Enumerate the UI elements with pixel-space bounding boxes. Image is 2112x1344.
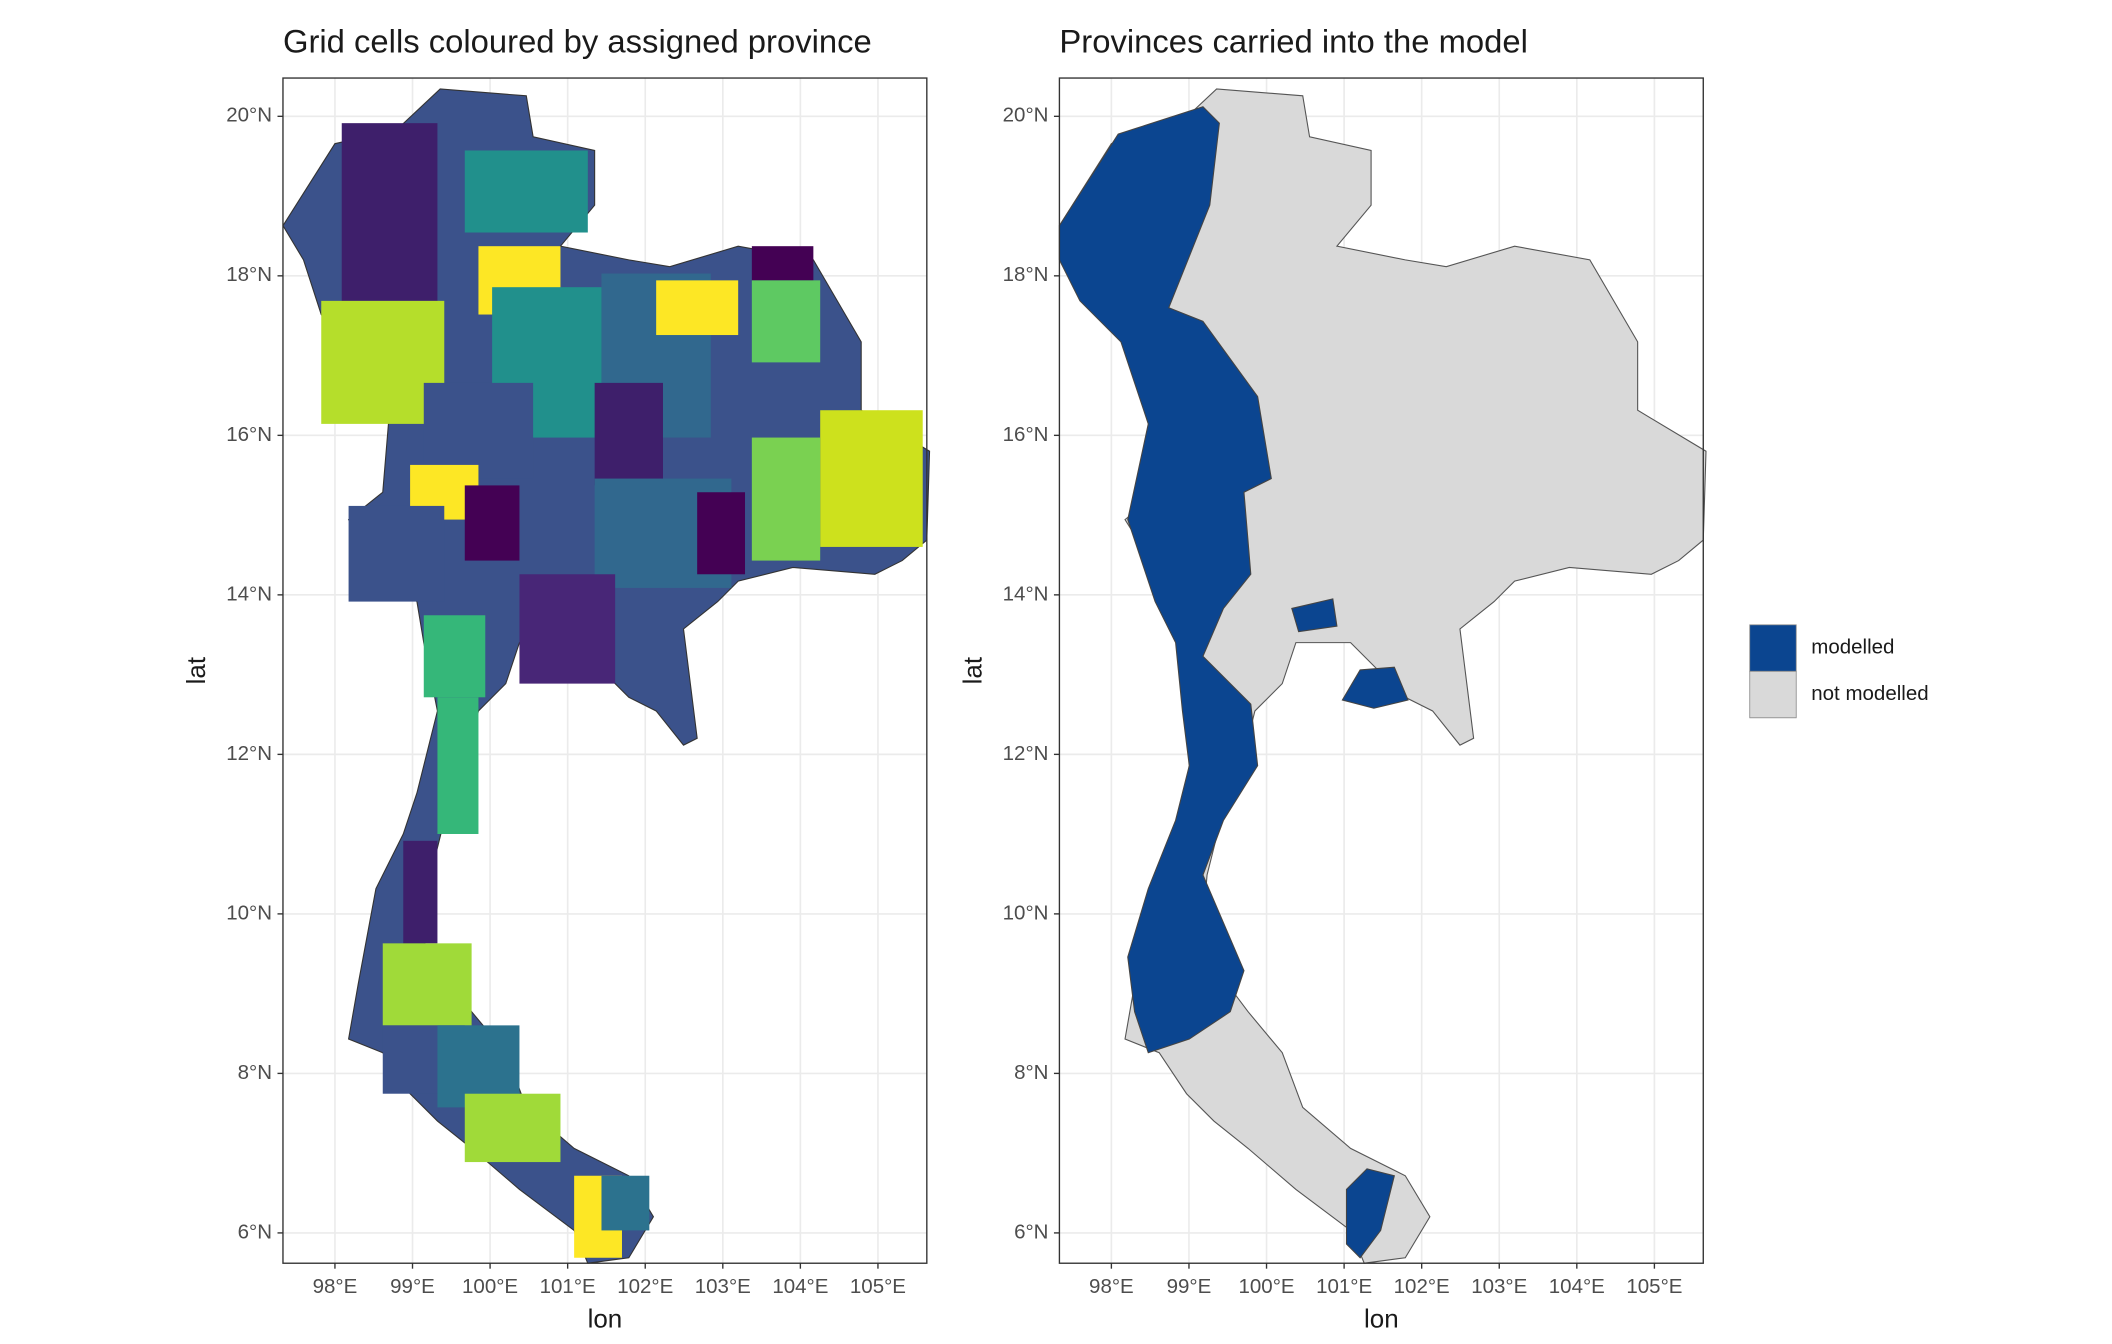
y-tick-label: 20°N: [1003, 104, 1049, 127]
y-tick-label: 6°N: [1014, 1220, 1048, 1243]
y-tick-label: 14°N: [1003, 582, 1049, 605]
y-tick-label: 16°N: [1003, 423, 1049, 446]
legend-key: [1749, 624, 1797, 672]
y-tick-label: 12°N: [226, 742, 272, 765]
y-tick-label: 10°N: [226, 901, 272, 924]
panel-border: [1058, 77, 1704, 1264]
x-tick-label: 102°E: [617, 1275, 673, 1298]
x-tick-label: 104°E: [1549, 1275, 1605, 1298]
modelled-region: [1341, 666, 1409, 709]
y-tick-label: 20°N: [226, 104, 272, 127]
x-tick-label: 100°E: [462, 1275, 518, 1298]
x-tick-label: 98°E: [1089, 1275, 1134, 1298]
x-tick-label: 105°E: [1626, 1275, 1682, 1298]
y-tick-label: 18°N: [1003, 263, 1049, 286]
legend-label: modelled: [1811, 635, 1894, 658]
y-tick-label: 8°N: [238, 1061, 272, 1084]
y-tick-label: 6°N: [238, 1220, 272, 1243]
y-tick-label: 8°N: [1014, 1061, 1048, 1084]
x-axis-label: lon: [1364, 1303, 1399, 1333]
legend-key: [1749, 670, 1797, 719]
grid-cells: [321, 123, 923, 1258]
y-axis-label: lat: [181, 656, 211, 684]
map-panel-1: [282, 88, 931, 1264]
x-tick-label: 98°E: [313, 1275, 358, 1298]
modelled-region: [1345, 1168, 1395, 1259]
y-tick-label: 10°N: [1003, 901, 1049, 924]
x-tick-label: 103°E: [695, 1275, 751, 1298]
x-tick-label: 102°E: [1394, 1275, 1450, 1298]
legend-label: not modelled: [1811, 682, 1928, 705]
panel-border: [282, 77, 928, 1264]
x-tick-label: 101°E: [540, 1275, 596, 1298]
map-panel-2: [1058, 88, 1707, 1264]
y-tick-label: 12°N: [1003, 742, 1049, 765]
x-tick-label: 105°E: [850, 1275, 906, 1298]
modelled-region: [1058, 106, 1272, 1054]
x-tick-label: 104°E: [772, 1275, 828, 1298]
y-tick-label: 16°N: [226, 423, 272, 446]
x-axis-label: lon: [588, 1303, 623, 1333]
y-axis-label: lat: [958, 656, 988, 684]
chart-title: Grid cells coloured by assigned province: [283, 23, 872, 60]
x-tick-label: 99°E: [390, 1275, 435, 1298]
x-tick-label: 100°E: [1238, 1275, 1294, 1298]
x-tick-label: 99°E: [1167, 1275, 1212, 1298]
y-tick-label: 14°N: [226, 582, 272, 605]
modelled-region: [1291, 598, 1338, 633]
x-tick-label: 103°E: [1471, 1275, 1527, 1298]
y-tick-label: 18°N: [226, 263, 272, 286]
chart-title: Provinces carried into the model: [1059, 23, 1527, 60]
x-tick-label: 101°E: [1316, 1275, 1372, 1298]
